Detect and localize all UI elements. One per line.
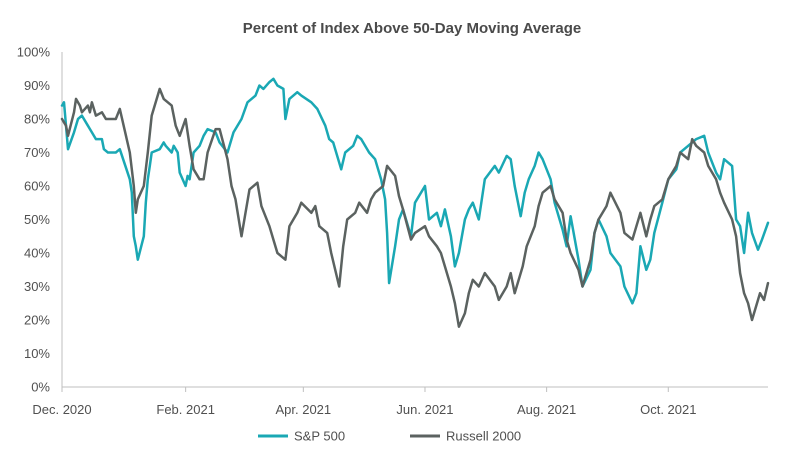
x-tick-label: Feb. 2021 [156, 402, 215, 417]
y-tick-label: 70% [24, 145, 50, 160]
x-axis: Dec. 2020 Feb. 2021 Apr. 2021 Jun. 2021 Aug.… [32, 386, 768, 417]
series-line-russell2000 [60, 87, 770, 328]
legend-label: Russell 2000 [446, 429, 521, 444]
x-tick-label: Oct. 2021 [640, 402, 696, 417]
x-tick-label: Dec. 2020 [32, 402, 91, 417]
series-layer [60, 77, 770, 328]
x-tick-label: Apr. 2021 [275, 402, 331, 417]
y-tick-label: 10% [24, 346, 50, 361]
x-tick-label: Jun. 2021 [396, 402, 453, 417]
legend-label: S&P 500 [294, 429, 345, 444]
y-tick-label: 40% [24, 246, 50, 261]
y-tick-label: 80% [24, 112, 50, 127]
x-tick-label: Aug. 2021 [517, 402, 576, 417]
y-tick-label: 0% [31, 380, 50, 395]
y-tick-label: 20% [24, 313, 50, 328]
y-tick-label: 50% [24, 212, 50, 227]
y-tick-label: 60% [24, 179, 50, 194]
legend: S&P 500 Russell 2000 [258, 429, 521, 444]
chart-title: Percent of Index Above 50-Day Moving Ave… [243, 20, 581, 37]
y-tick-label: 100% [17, 45, 51, 60]
y-tick-label: 30% [24, 279, 50, 294]
y-tick-label: 90% [24, 78, 50, 93]
y-axis: 0% 10% 20% 30% 40% 50% 60% 70% 80% 90% 100% [17, 45, 63, 395]
series-line-sp500 [60, 77, 770, 305]
